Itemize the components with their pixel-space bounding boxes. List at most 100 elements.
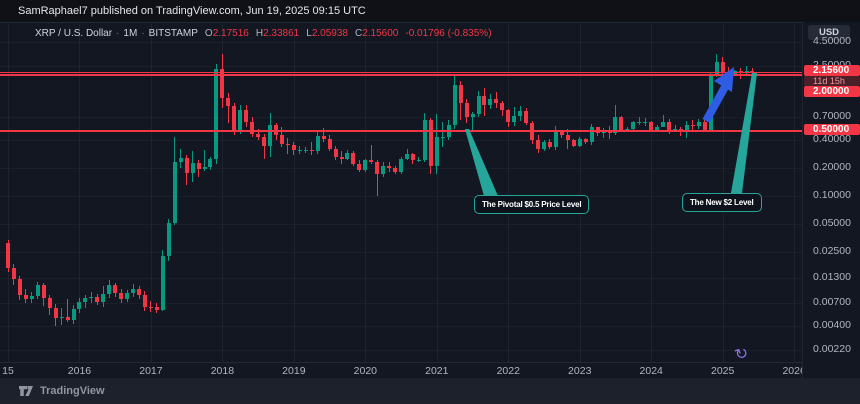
candle-body bbox=[226, 97, 231, 107]
candle-body bbox=[673, 128, 678, 130]
candle-body bbox=[494, 98, 499, 103]
candle-body bbox=[512, 115, 517, 123]
legend-open-label: O bbox=[204, 28, 213, 39]
time-axis-year-label: 2022 bbox=[496, 365, 520, 377]
candle-body bbox=[59, 316, 64, 319]
candle-body bbox=[524, 110, 529, 124]
candle-body bbox=[208, 158, 213, 167]
callout-new-2-level[interactable]: The New $2 Level bbox=[682, 193, 762, 212]
time-axis-year-label: 2017 bbox=[139, 365, 163, 377]
currency-toggle-button[interactable]: USD bbox=[808, 25, 850, 40]
price-axis-label: 0.00400 bbox=[813, 318, 851, 331]
publish-header-bar: SamRaphael7 published on TradingView.com… bbox=[0, 0, 860, 22]
candle-body bbox=[166, 222, 171, 256]
candle-body bbox=[101, 293, 106, 302]
candle-body bbox=[131, 289, 136, 293]
candle-body bbox=[172, 161, 177, 223]
candle-body bbox=[113, 285, 118, 293]
gridline-vertical bbox=[222, 23, 224, 363]
candle-body bbox=[315, 135, 320, 152]
time-axis-year-label: 2021 bbox=[425, 365, 449, 377]
candle-body bbox=[428, 119, 433, 166]
candle-body bbox=[35, 284, 40, 296]
legend-close-label: C bbox=[354, 28, 363, 39]
candle-wick bbox=[227, 93, 229, 124]
candle-body bbox=[244, 110, 249, 123]
candle-wick bbox=[67, 298, 69, 322]
candle-body bbox=[184, 157, 189, 173]
candle-body bbox=[547, 141, 552, 148]
candle-body bbox=[619, 116, 624, 131]
candle-body bbox=[405, 153, 410, 159]
drawings-layer bbox=[465, 67, 757, 196]
time-axis[interactable]: 15 2016 2017 2018 2019 2020 2021 2022 2023 2024 20… bbox=[0, 362, 860, 379]
footer-bar: TradingView bbox=[0, 378, 860, 404]
candle-body bbox=[297, 149, 302, 151]
time-axis-year-label: 2019 bbox=[282, 365, 306, 377]
candle-wick bbox=[740, 68, 742, 79]
arrow-up-drawing[interactable] bbox=[702, 67, 734, 123]
legend-separator: · bbox=[141, 28, 145, 39]
time-axis-year-label: 2026 bbox=[782, 365, 806, 377]
chart-plot-area[interactable]: XRP / U.S. Dollar · 1M · BITSTAMP O2.17516 H2.… bbox=[0, 22, 860, 363]
legend-interval: 1M bbox=[123, 28, 138, 39]
candle-body bbox=[256, 133, 261, 137]
candle-body bbox=[720, 61, 725, 73]
candle-body bbox=[250, 122, 255, 134]
price-axis[interactable]: USD 4.500002.500000.700000.400000.200000… bbox=[802, 22, 860, 378]
candle-body bbox=[684, 125, 689, 133]
tradingview-brand-text: TradingView bbox=[40, 385, 105, 397]
callout-pivotal-05-level[interactable]: The Pivotal $0.5 Price Level bbox=[474, 195, 590, 214]
candle-body bbox=[387, 165, 392, 168]
candle-wick bbox=[61, 307, 63, 325]
arrow-head bbox=[714, 67, 734, 92]
callout-tail-pivotal bbox=[465, 129, 498, 196]
candle-body bbox=[333, 148, 338, 157]
candle-body bbox=[178, 157, 183, 162]
candle-body bbox=[154, 307, 159, 310]
candle-body bbox=[345, 152, 350, 159]
candle-body bbox=[214, 68, 219, 159]
gridline-vertical bbox=[651, 23, 653, 363]
candle-wick bbox=[472, 111, 474, 131]
candle-body bbox=[482, 95, 487, 105]
horizontal-line-05-dollar bbox=[0, 130, 802, 132]
tradingview-logo-link[interactable]: TradingView bbox=[18, 378, 105, 404]
candle-body bbox=[565, 134, 570, 140]
legend-low-label: L bbox=[306, 28, 312, 39]
candle-wick bbox=[370, 144, 372, 164]
time-axis-year-label: 2025 bbox=[710, 365, 735, 377]
candle-body bbox=[410, 153, 415, 161]
chart-legend: XRP / U.S. Dollar · 1M · BITSTAMP O2.17516 H2.… bbox=[35, 28, 492, 39]
candle-body bbox=[381, 165, 386, 175]
candle-body bbox=[279, 134, 284, 144]
candle-body bbox=[83, 297, 88, 302]
candle-body bbox=[399, 158, 404, 172]
current-price-line bbox=[0, 71, 802, 73]
candle-wick bbox=[662, 114, 664, 128]
tradingview-logo-icon bbox=[19, 386, 33, 396]
candle-body bbox=[649, 121, 654, 131]
candle-body bbox=[452, 84, 457, 126]
candle-body bbox=[667, 121, 672, 130]
candle-body bbox=[53, 307, 58, 319]
candle-body bbox=[321, 135, 326, 139]
candle-body bbox=[571, 139, 576, 147]
price-axis-label: 0.00700 bbox=[813, 295, 851, 308]
candle-wick bbox=[638, 116, 640, 125]
level-2-badge: 2.00000 bbox=[804, 86, 860, 97]
candle-body bbox=[262, 136, 267, 147]
candle-body bbox=[119, 292, 124, 299]
candle-body bbox=[518, 110, 523, 116]
price-axis-label: 0.10000 bbox=[813, 188, 851, 201]
time-axis-year-label: 2018 bbox=[210, 365, 235, 377]
candle-body bbox=[23, 294, 28, 299]
legend-change: -0.01796 (-0.835%) bbox=[405, 28, 492, 39]
candle-body bbox=[476, 95, 481, 115]
candle-body bbox=[458, 84, 463, 103]
time-axis-year-label: 2023 bbox=[568, 365, 592, 377]
candle-body bbox=[95, 296, 100, 302]
candle-body bbox=[696, 121, 701, 126]
candle-wick bbox=[442, 121, 444, 148]
candle-body bbox=[148, 306, 153, 308]
